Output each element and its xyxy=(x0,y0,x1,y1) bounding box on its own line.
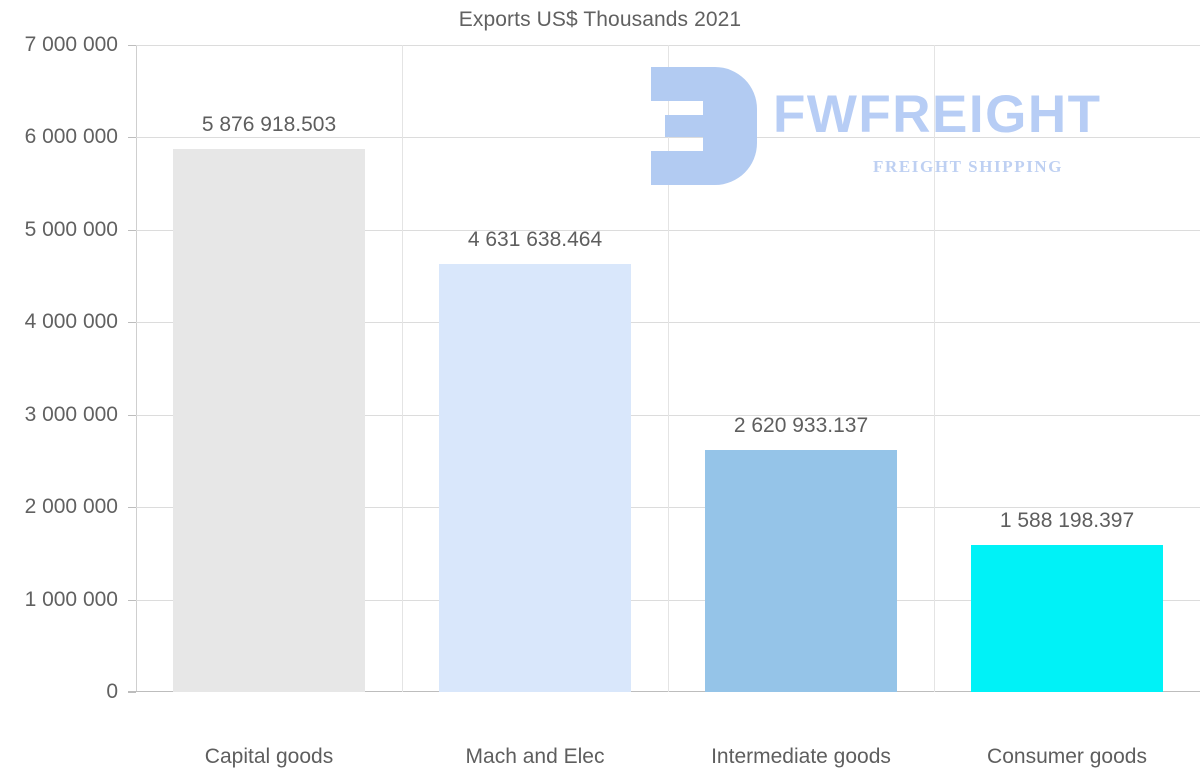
y-axis-tick-mark xyxy=(128,229,136,231)
chart-title: Exports US$ Thousands 2021 xyxy=(458,8,742,31)
y-axis-tick-mark xyxy=(128,507,136,509)
bar[interactable] xyxy=(705,449,897,692)
y-axis-tick-label: 6 000 000 xyxy=(24,125,118,149)
x-axis-category-label: Capital goods xyxy=(204,745,334,768)
x-axis-category-label: Intermediate goods xyxy=(711,745,891,768)
gridline-vertical xyxy=(402,45,403,692)
y-axis-tick-mark xyxy=(128,692,136,693)
bar-value-label: 2 620 933.137 xyxy=(733,413,869,437)
y-axis-tick-mark xyxy=(128,45,136,46)
y-axis-tick-label: 0 xyxy=(106,680,118,703)
bar[interactable] xyxy=(173,148,365,692)
x-axis-category-label: Mach and Elec xyxy=(465,745,605,768)
gridline-vertical xyxy=(668,45,669,692)
plot-area: 0 1 000 000 2 000 000 3 000 000 4 000 000 5 0… xyxy=(25,33,1200,768)
bar-value-label: 4 631 638.464 xyxy=(467,227,603,251)
y-axis-tick-mark xyxy=(128,322,136,324)
y-axis-tick-mark xyxy=(128,414,136,416)
y-axis-line xyxy=(136,45,137,692)
bar[interactable] xyxy=(971,545,1163,692)
y-axis-tick-label: 5 000 000 xyxy=(24,217,118,241)
x-axis-category-label: Consumer goods xyxy=(987,745,1147,768)
y-axis-tick-mark xyxy=(128,599,136,601)
y-axis-tick-label: 4 000 000 xyxy=(24,310,118,334)
y-axis-tick-label: 3 000 000 xyxy=(24,402,118,426)
y-axis-tick-label: 2 000 000 xyxy=(24,495,118,519)
y-axis-tick-label: 7 000 000 xyxy=(24,33,118,56)
gridline-vertical xyxy=(934,45,935,692)
bar-value-label: 5 876 918.503 xyxy=(201,112,337,136)
bar-value-label: 1 588 198.397 xyxy=(999,509,1135,533)
bar[interactable] xyxy=(439,263,631,692)
x-axis-line xyxy=(128,691,1200,692)
y-axis-tick-label: 1 000 000 xyxy=(24,587,118,611)
y-axis-tick-mark xyxy=(128,137,136,139)
